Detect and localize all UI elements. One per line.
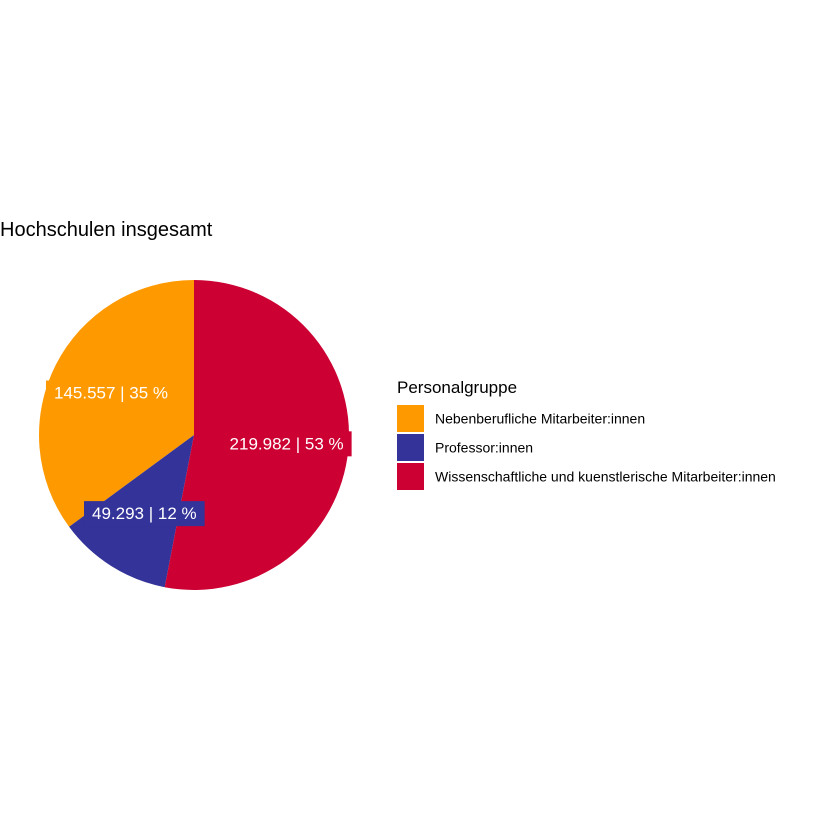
legend-label-0: Nebenberufliche Mitarbeiter:innen <box>435 411 645 427</box>
legend-title: Personalgruppe <box>397 378 517 397</box>
legend-label-2: Wissenschaftliche und kuenstlerische Mit… <box>435 469 776 485</box>
chart-title: Hochschulen insgesamt <box>0 219 213 241</box>
slice-label-text-2: 219.982 | 53 % <box>230 434 344 453</box>
slice-label-bg-0 <box>45 380 177 406</box>
slice-label-1: 49.293 | 12 % <box>84 501 205 527</box>
slice-labels: 145.557 | 35 % 49.293 | 12 % 219.982 | 53 … <box>45 380 352 527</box>
slice-label-bg-1 <box>84 501 205 527</box>
slice-label-0: 145.557 | 35 % <box>45 380 177 406</box>
legend-label-1: Professor:innen <box>435 440 533 456</box>
legend-key-2 <box>397 463 424 490</box>
legend-key-1 <box>397 434 424 461</box>
legend-items: Nebenberufliche Mitarbeiter:innen Profess… <box>397 405 776 490</box>
legend: Personalgruppe Nebenberufliche Mitarbeit… <box>397 378 776 490</box>
legend-key-0 <box>397 405 424 432</box>
slice-label-text-0: 145.557 | 35 % <box>54 384 168 403</box>
slice-label-bg-2 <box>221 431 352 457</box>
slice-label-2: 219.982 | 53 % <box>221 431 352 457</box>
pie-slices <box>38 280 349 591</box>
slice-label-text-1: 49.293 | 12 % <box>92 504 197 523</box>
